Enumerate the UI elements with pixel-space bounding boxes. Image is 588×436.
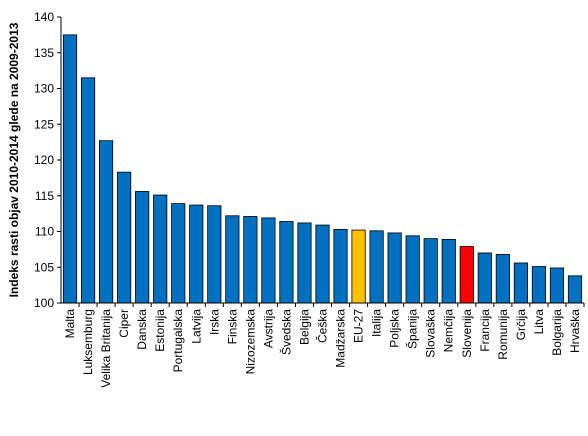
bar--vedska (279, 221, 294, 304)
y-tick-label: 100 (34, 296, 54, 310)
bar-eu-27 (351, 229, 366, 304)
bar-slovenija (459, 246, 474, 304)
bar-latvija (189, 204, 204, 304)
bar--panija (405, 235, 420, 304)
bar-nizozemska (243, 216, 258, 304)
bar-belgija (297, 222, 312, 304)
x-tick-label: Slovaška (424, 309, 438, 358)
x-tick-label: Romunija (496, 309, 510, 360)
bar-velika-britanija (99, 140, 114, 304)
y-axis: 100 105 110 115 120 125 130 135 140 (34, 10, 62, 310)
y-tick-label: 105 (34, 260, 54, 274)
bar-finska (225, 215, 240, 304)
bar-slova-ka (423, 238, 438, 304)
y-tick-label: 130 (34, 82, 54, 96)
x-tick-label: Finska (225, 309, 239, 345)
bar-avstrija (261, 217, 276, 304)
x-tick-label: Ciper (117, 309, 131, 338)
bar-poljska (387, 232, 402, 304)
bar-malta (62, 34, 78, 304)
x-tick-label: Litva (532, 309, 546, 335)
bar-litva (531, 266, 546, 304)
bar-hrva-ka (567, 275, 583, 304)
x-tick-label: Nizozemska (243, 309, 257, 375)
bar-irska (207, 205, 222, 304)
x-tick-label: Portugalska (171, 309, 185, 373)
x-tick-label: Nemčija (442, 309, 456, 353)
x-tick-label: Luksemburg (81, 309, 95, 375)
bar-mad-arska (333, 228, 348, 304)
x-tick-label: Češka (315, 309, 330, 343)
x-tick-label: Madžarska (334, 309, 348, 368)
x-tick-label: Hrvaška (568, 309, 582, 353)
y-tick-label: 110 (35, 225, 54, 239)
bar-ciper (117, 171, 132, 304)
x-tick-label: Latvija (189, 309, 203, 344)
bar-romunija (495, 253, 510, 304)
x-tick-label: Irska (207, 309, 221, 335)
bars (62, 34, 583, 304)
bar-portugalska (171, 203, 186, 304)
y-tick-label: 125 (34, 117, 54, 131)
bar-italija (369, 230, 384, 304)
x-axis: Malta Luksemburg Velika Britanija Ciper Dans… (61, 302, 585, 388)
x-tick-label: Bolgarija (550, 309, 564, 356)
x-tick-label: Grčija (514, 309, 528, 341)
bar-danska (135, 191, 150, 304)
x-tick-label: Avstrija (261, 309, 275, 348)
x-tick-label: Estonija (153, 309, 167, 352)
x-tick-label: Danska (135, 309, 149, 350)
bar-francija (477, 252, 492, 304)
x-tick-label: EU-27 (352, 309, 366, 343)
bar-nem-ija (441, 238, 456, 304)
x-tick-label: Italija (370, 309, 384, 337)
x-tick-label: Slovenija (460, 309, 474, 358)
x-tick-label: Velika Britanija (99, 309, 113, 388)
bar-bolgarija (549, 267, 565, 304)
bar-luksemburg (80, 77, 96, 304)
x-tick-label: Malta (63, 309, 77, 339)
y-tick-label: 135 (34, 46, 54, 60)
x-tick-label: Španija (405, 309, 420, 349)
bar--e-ka (315, 224, 330, 304)
bar-estonija (153, 194, 168, 304)
y-tick-label: 120 (34, 153, 54, 167)
y-tick-label: 115 (35, 189, 54, 203)
bar-gr-ija (513, 262, 528, 304)
x-tick-label: Poljska (388, 309, 402, 348)
x-tick-label: Švedska (278, 309, 293, 355)
y-tick-label: 140 (34, 10, 54, 24)
y-axis-title: Indeks rasti objav 2010-2014 glede na 20… (7, 22, 21, 297)
x-tick-label: Francija (478, 309, 492, 352)
x-tick-label: Belgija (297, 309, 311, 345)
